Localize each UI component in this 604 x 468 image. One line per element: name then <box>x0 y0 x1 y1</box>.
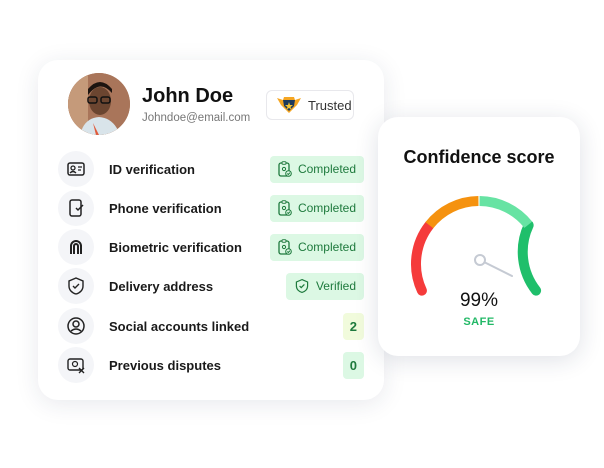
verification-label: Delivery address <box>109 278 214 294</box>
gauge-segment-red <box>411 220 435 296</box>
verification-row: Social accounts linked 2 <box>58 308 364 344</box>
confidence-level: SAFE <box>463 316 495 328</box>
gauge-pivot <box>474 254 486 266</box>
fingerprint-icon <box>58 229 94 265</box>
verification-row: ID verification Completed <box>58 151 364 187</box>
status-badge: Verified <box>285 272 364 300</box>
status-badge: Completed <box>269 194 364 222</box>
status-text: Completed <box>297 201 356 215</box>
user-circle-icon <box>58 308 94 344</box>
verification-label: Previous disputes <box>109 357 221 373</box>
trusted-label: Trusted <box>308 97 352 113</box>
shield-check-icon <box>295 278 309 294</box>
status-badge: Completed <box>269 155 364 183</box>
clipboard-check-icon <box>278 239 292 255</box>
status-text: Completed <box>297 162 356 176</box>
verification-row: Biometric verification Completed <box>58 229 364 265</box>
avatar <box>68 73 130 135</box>
trusted-badge: Trusted <box>266 90 354 120</box>
confidence-gauge <box>411 196 542 296</box>
status-badge: 2 <box>342 312 364 340</box>
confidence-score-card: Confidence score 99% SAFE <box>378 117 580 356</box>
trusted-shield-icon <box>277 97 301 113</box>
confidence-value: 99% <box>459 290 499 311</box>
status-text: 2 <box>349 318 357 334</box>
shield-check-icon <box>58 268 94 304</box>
gauge-segment-orange <box>425 196 479 229</box>
status-text: Verified <box>315 279 356 293</box>
user-name: John Doe <box>142 85 234 107</box>
dispute-icon <box>58 347 94 383</box>
user-email: Johndoe@email.com <box>142 112 251 124</box>
identity-card: John Doe Johndoe@email.com Trusted ID ve… <box>38 60 384 400</box>
verification-row: Previous disputes 0 <box>58 347 364 383</box>
verification-label: ID verification <box>109 161 195 177</box>
verification-label: Social accounts linked <box>109 318 250 334</box>
status-text: Completed <box>297 240 356 254</box>
phone-check-icon <box>58 190 94 226</box>
gauge-needle <box>483 261 513 277</box>
gauge-segment-green <box>517 220 542 296</box>
id-card-icon <box>58 151 94 187</box>
clipboard-check-icon <box>278 161 292 177</box>
verification-label: Biometric verification <box>109 239 242 255</box>
status-text: 0 <box>349 357 357 373</box>
confidence-title: Confidence score <box>403 147 555 167</box>
verification-label: Phone verification <box>109 200 222 216</box>
status-badge: Completed <box>269 233 364 261</box>
verification-row: Phone verification Completed <box>58 190 364 226</box>
status-badge: 0 <box>342 351 364 379</box>
gauge-segment-light-green <box>479 196 533 229</box>
verification-row: Delivery address Verified <box>58 268 364 304</box>
clipboard-check-icon <box>278 200 292 216</box>
